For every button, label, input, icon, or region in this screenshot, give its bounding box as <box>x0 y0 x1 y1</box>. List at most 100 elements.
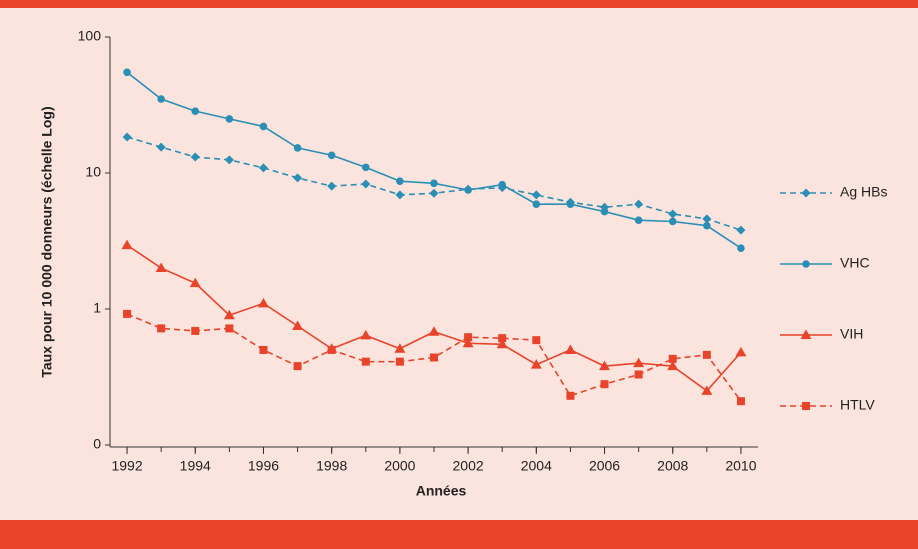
marker <box>224 155 234 165</box>
marker <box>668 217 677 226</box>
marker <box>801 188 811 198</box>
marker <box>566 391 575 400</box>
marker <box>702 350 711 359</box>
marker <box>155 262 167 273</box>
marker <box>361 357 370 366</box>
marker <box>701 385 713 395</box>
marker <box>430 179 438 188</box>
x-tick-label: 1994 <box>180 458 211 474</box>
marker <box>327 345 336 354</box>
marker <box>156 142 166 152</box>
marker <box>327 151 336 160</box>
marker <box>634 199 644 209</box>
y-tick-label: 10 <box>85 164 101 180</box>
y-axis-title: Taux pour 10 000 donneurs (échelle Log) <box>39 106 55 377</box>
marker <box>396 177 404 186</box>
marker <box>394 343 406 353</box>
marker <box>191 326 200 335</box>
marker <box>223 309 235 320</box>
marker <box>259 122 268 131</box>
marker <box>600 207 609 216</box>
marker <box>293 173 303 183</box>
x-tick-label: 2000 <box>384 458 415 474</box>
legend-label: HTLV <box>840 397 875 413</box>
marker <box>292 320 304 330</box>
marker <box>395 190 405 200</box>
marker <box>668 354 677 363</box>
marker <box>634 216 643 224</box>
x-tick-label: 2010 <box>725 458 756 474</box>
marker <box>703 221 711 230</box>
marker <box>258 163 268 173</box>
marker <box>430 353 438 362</box>
legend-label: VHC <box>840 255 870 271</box>
marker <box>496 338 508 349</box>
x-tick-label: 2006 <box>589 458 620 474</box>
marker <box>736 225 746 235</box>
x-tick-label: 2002 <box>453 458 484 474</box>
marker <box>737 244 745 252</box>
marker <box>600 380 609 389</box>
marker <box>736 397 745 406</box>
marker <box>121 239 133 250</box>
marker <box>122 132 132 142</box>
marker <box>464 333 473 342</box>
marker <box>633 357 645 368</box>
x-axis-title: Années <box>416 483 467 499</box>
marker <box>293 362 302 371</box>
marker <box>395 357 404 366</box>
marker <box>702 214 712 224</box>
legend-label: VIH <box>840 326 863 342</box>
marker <box>464 186 472 194</box>
marker <box>462 337 474 348</box>
marker <box>532 200 541 208</box>
marker <box>634 370 643 379</box>
x-tick-label: 1996 <box>248 458 279 474</box>
marker <box>599 360 611 371</box>
marker <box>191 107 200 115</box>
marker <box>123 309 132 318</box>
y-tick-label: 100 <box>78 28 102 44</box>
x-tick-label: 1998 <box>316 458 347 474</box>
marker <box>530 359 542 369</box>
marker <box>429 188 439 198</box>
marker <box>327 181 337 191</box>
marker <box>668 209 678 219</box>
marker <box>225 324 234 333</box>
marker <box>498 334 507 343</box>
marker <box>566 200 575 208</box>
marker <box>428 326 440 336</box>
x-tick-label: 2004 <box>521 458 552 474</box>
x-tick-label: 2008 <box>657 458 688 474</box>
y-tick-label: 1 <box>93 300 101 316</box>
marker <box>498 180 507 189</box>
top-band <box>0 0 918 8</box>
marker <box>157 324 166 333</box>
marker <box>225 115 234 123</box>
marker <box>361 179 371 189</box>
marker <box>802 402 810 410</box>
marker <box>190 152 200 162</box>
legend-label: Ag HBs <box>840 184 887 200</box>
marker <box>257 297 269 308</box>
marker <box>532 336 541 345</box>
marker <box>361 163 370 172</box>
marker <box>800 329 812 339</box>
marker <box>802 260 810 268</box>
marker <box>531 190 541 200</box>
marker <box>189 277 201 288</box>
bottom-band <box>0 520 918 549</box>
x-tick-label: 1992 <box>111 458 142 474</box>
marker <box>259 345 268 354</box>
y-tick-label: 0 <box>93 436 101 452</box>
marker <box>735 346 747 357</box>
marker <box>564 344 576 354</box>
marker <box>360 329 372 340</box>
marker <box>667 360 679 371</box>
marker <box>123 68 131 77</box>
marker <box>157 95 165 103</box>
marker <box>293 144 302 152</box>
